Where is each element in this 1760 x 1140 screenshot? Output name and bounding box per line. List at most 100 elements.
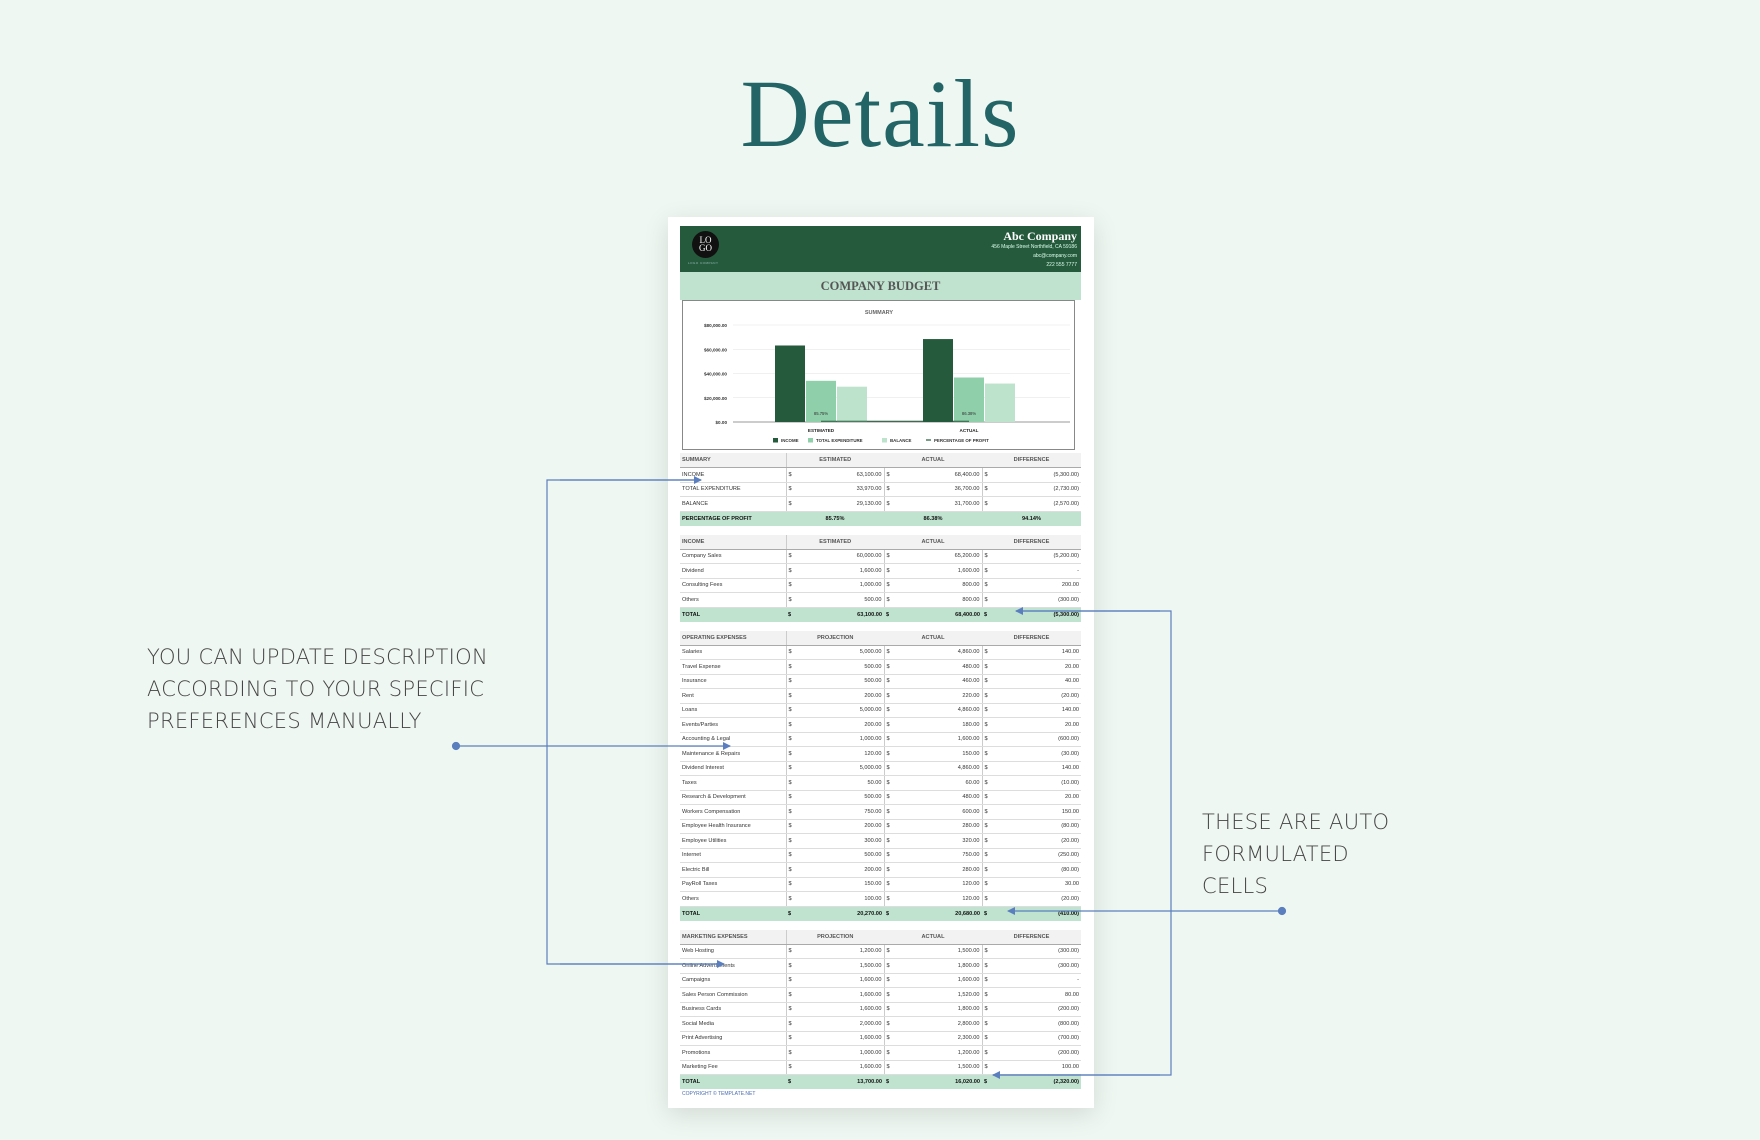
percentage-value: 85.75%	[786, 510, 884, 526]
total-row: TOTAL $20,270.00 $20,680.00 $ (410.00)	[680, 905, 1081, 921]
cell-value: 200.00	[800, 717, 885, 733]
table-row: Print Advertising $1,600.00 $2,300.00 $ (700…	[680, 1031, 1081, 1046]
cell-value: 1,000.00	[800, 732, 885, 747]
cell-value: 200.00	[800, 862, 885, 878]
currency-symbol: $	[982, 775, 996, 791]
currency-symbol: $	[786, 674, 800, 689]
currency-symbol: $	[786, 1074, 800, 1089]
table-row: Promotions $1,000.00 $1,200.00 $ (200.00)	[680, 1045, 1081, 1061]
cell-value: (700.00)	[996, 1031, 1081, 1046]
currency-symbol: $	[982, 688, 996, 704]
column-header: DIFFERENCE	[982, 630, 1081, 646]
cell-value: 1,600.00	[800, 1002, 885, 1017]
currency-symbol: $	[982, 674, 996, 689]
table-row: Workers Compensation $750.00 $600.00 $150.0…	[680, 804, 1081, 820]
cell-value: 60.00	[898, 775, 983, 791]
row-label: Travel Expense	[680, 659, 787, 675]
cell-value: 1,600.00	[800, 563, 885, 579]
percentage-value: 94.14%	[982, 510, 1081, 526]
currency-symbol: $	[786, 775, 800, 791]
currency-symbol: $	[884, 645, 898, 660]
cell-value: (800.00)	[996, 1016, 1081, 1032]
table-row: Business Cards $1,600.00 $1,800.00 $ (200.00…	[680, 1002, 1081, 1017]
cell-value: 750.00	[898, 848, 983, 863]
currency-symbol: $	[884, 674, 898, 689]
table-row: Others $500.00 $800.00 $ (300.00)	[680, 592, 1081, 608]
table-row: PayRoll Taxes $150.00 $120.00 $30.00	[680, 877, 1081, 892]
cell-value: 150.00	[996, 804, 1081, 820]
table-row: Employee Utilities $300.00 $320.00 $ (20.00)	[680, 833, 1081, 849]
cell-value: 1,200.00	[898, 1045, 983, 1061]
currency-symbol: $	[982, 703, 996, 718]
cell-value: 36,700.00	[898, 482, 983, 497]
cell-value: 500.00	[800, 659, 885, 675]
cell-value: 480.00	[898, 790, 983, 805]
currency-symbol: $	[982, 717, 996, 733]
currency-symbol: $	[884, 1031, 898, 1046]
currency-symbol: $	[884, 862, 898, 878]
section-header-row: OPERATING EXPENSES PROJECTION ACTUAL DIFFER…	[680, 630, 1081, 646]
cell-value: (5,200.00)	[996, 549, 1081, 564]
column-header: INCOME	[680, 534, 787, 550]
currency-symbol: $	[786, 761, 800, 776]
currency-symbol: $	[982, 659, 996, 675]
row-label: Loans	[680, 703, 787, 718]
row-label: TOTAL	[680, 606, 786, 622]
currency-symbol: $	[786, 905, 800, 921]
column-header: ESTIMATED	[786, 534, 884, 550]
currency-symbol: $	[786, 688, 800, 704]
table-row: TOTAL EXPENDITURE $33,970.00 $36,700.00 $ (2…	[680, 482, 1081, 497]
y-tick-label: $0.00	[716, 420, 728, 425]
currency-symbol: $	[786, 703, 800, 718]
currency-symbol: $	[884, 703, 898, 718]
column-header: ACTUAL	[884, 630, 982, 646]
cell-value: 300.00	[800, 833, 885, 849]
cell-value: 1,600.00	[898, 973, 983, 988]
currency-symbol: $	[786, 467, 800, 483]
cell-value: 1,520.00	[898, 987, 983, 1003]
row-label: INCOME	[680, 467, 787, 483]
left-bracket-line	[546, 479, 724, 965]
bar-balance	[985, 383, 1015, 422]
cell-value: (250.00)	[996, 848, 1081, 863]
percentage-value: 86.38%	[884, 510, 982, 526]
y-tick-label: $40,000.00	[704, 372, 727, 377]
cell-value: (10.00)	[996, 775, 1081, 791]
currency-symbol: $	[786, 482, 800, 497]
currency-symbol: $	[884, 973, 898, 988]
currency-symbol: $	[786, 563, 800, 579]
cell-value: 140.00	[996, 703, 1081, 718]
cell-value: -	[996, 563, 1081, 579]
currency-symbol: $	[884, 877, 898, 892]
currency-symbol: $	[884, 606, 898, 622]
y-tick-label: $20,000.00	[704, 396, 727, 401]
cell-value: 5,000.00	[800, 703, 885, 718]
cell-value: 800.00	[898, 578, 983, 593]
table-row: Internet $500.00 $750.00 $ (250.00)	[680, 848, 1081, 863]
currency-symbol: $	[786, 659, 800, 675]
total-value: 63,100.00	[800, 606, 884, 622]
document-header: LO GO LOGO COMPANY Abc Company 456 Maple…	[680, 226, 1081, 272]
currency-symbol: $	[982, 790, 996, 805]
column-header: MARKETING EXPENSES	[680, 929, 787, 945]
cell-value: 200.00	[800, 688, 885, 704]
currency-symbol: $	[786, 987, 800, 1003]
currency-symbol: $	[982, 732, 996, 747]
currency-symbol: $	[982, 833, 996, 849]
row-label: Social Media	[680, 1016, 787, 1032]
currency-symbol: $	[786, 1031, 800, 1046]
logo: LO GO	[692, 231, 719, 258]
y-tick-label: $80,000.00	[704, 323, 727, 328]
currency-symbol: $	[884, 578, 898, 593]
legend-swatch	[773, 438, 778, 443]
currency-symbol: $	[884, 833, 898, 849]
bar-income	[923, 339, 953, 422]
company-email: abc@company.com	[1033, 253, 1077, 259]
row-label: PERCENTAGE OF PROFIT	[680, 510, 786, 526]
currency-symbol: $	[884, 761, 898, 776]
percentage-data-label: 85.75%	[814, 411, 828, 416]
currency-symbol: $	[786, 973, 800, 988]
currency-symbol: $	[786, 1016, 800, 1032]
row-label: Campaigns	[680, 973, 787, 988]
bar-total-expenditure	[806, 380, 836, 422]
